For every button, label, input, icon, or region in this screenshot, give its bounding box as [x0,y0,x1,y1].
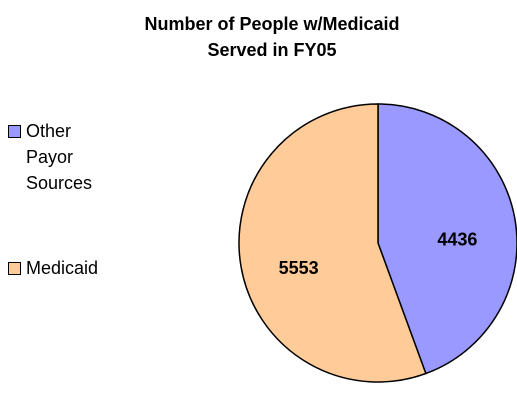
legend-label: Medicaid [26,258,99,278]
legend-swatch [8,262,21,275]
pie-slice [377,103,517,375]
chart-title: Number of People w/Medicaid [144,14,399,34]
data-label: 4436 [437,230,477,250]
legend-item: Medicaid [8,255,100,281]
chart-title: Served in FY05 [207,40,336,60]
data-label: 5553 [279,258,319,278]
legend-swatch [8,125,21,138]
legend-item: Other Payor Sources [8,118,100,196]
legend-label: Other Payor Sources [26,121,93,193]
pie-slice [238,103,427,383]
